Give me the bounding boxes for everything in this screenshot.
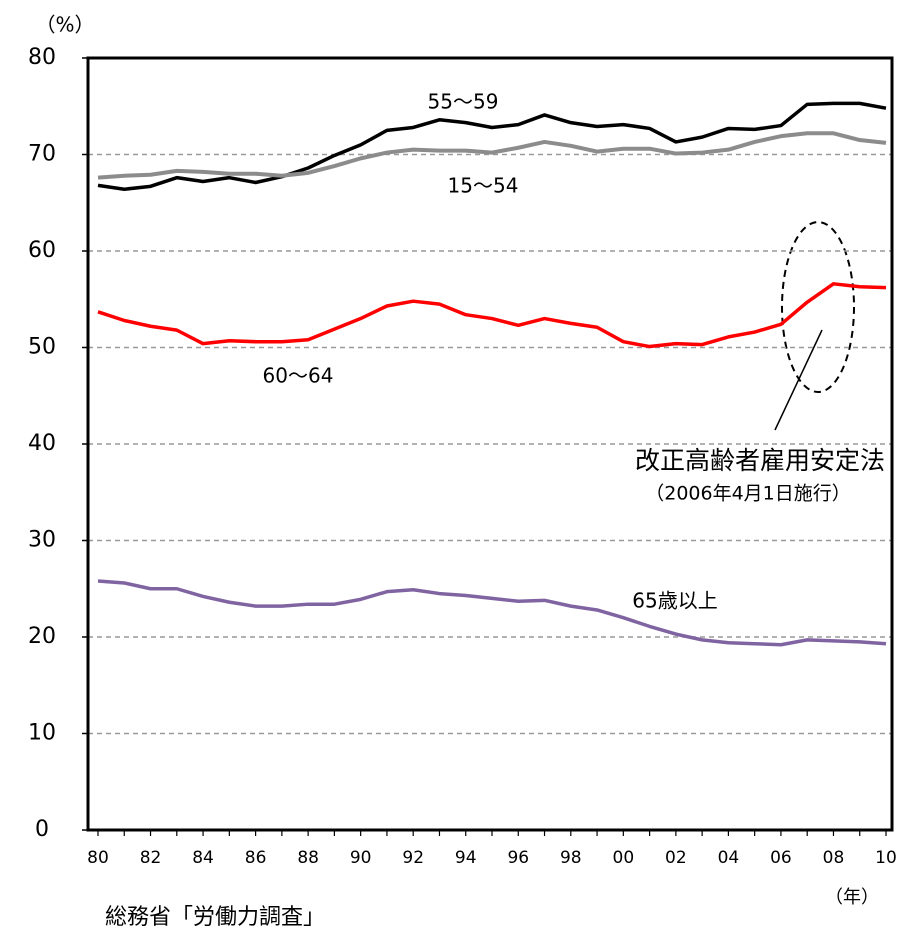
annotation: 改正高齢者雇用安定法 <box>635 446 885 475</box>
series-label: 15〜54 <box>448 174 519 198</box>
x-tick-label: 10 <box>875 848 897 868</box>
x-tick-label: 06 <box>770 848 792 868</box>
x-tick-label: 02 <box>665 848 687 868</box>
x-tick-label: 82 <box>140 848 162 868</box>
x-tick-label: 88 <box>297 848 319 868</box>
series-line <box>97 131 887 180</box>
series-line <box>97 282 887 349</box>
plot-frame <box>86 56 894 832</box>
source: 総務省「労働力調査」 <box>105 905 325 930</box>
y-tick-label: 60 <box>28 238 56 263</box>
series-label: 60〜64 <box>263 364 334 388</box>
y-tick-label: 50 <box>28 335 56 360</box>
highlight-ellipse <box>781 221 855 393</box>
x-tick-label: 98 <box>560 848 582 868</box>
series-line <box>97 101 887 191</box>
series-label: 55〜59 <box>428 90 499 114</box>
x-tick-label: 96 <box>507 848 529 868</box>
series-label: 65歳以上 <box>632 589 717 613</box>
y-tick-label: 0 <box>35 817 49 842</box>
x-tick-label: 04 <box>718 848 740 868</box>
y-tick-label: 40 <box>28 431 56 456</box>
y-unit: （%） <box>35 13 94 37</box>
x-tick-label: 08 <box>823 848 845 868</box>
y-tick-label: 10 <box>28 721 56 746</box>
y-tick-label: 70 <box>28 142 56 167</box>
x-tick-label: 86 <box>245 848 267 868</box>
x-tick-label: 00 <box>613 848 635 868</box>
annotation: （2006年4月1日施行） <box>645 483 851 505</box>
x-tick-label: 94 <box>455 848 477 868</box>
x-unit: （年） <box>825 887 879 908</box>
x-tick-label: 92 <box>402 848 424 868</box>
callout-line <box>774 329 823 431</box>
y-tick-label: 20 <box>28 624 56 649</box>
x-tick-label: 90 <box>350 848 372 868</box>
series-line <box>97 579 887 647</box>
x-tick-label: 84 <box>192 848 214 868</box>
x-tick-label: 80 <box>87 848 109 868</box>
y-tick-label: 80 <box>28 45 56 70</box>
y-tick-label: 30 <box>28 528 56 553</box>
